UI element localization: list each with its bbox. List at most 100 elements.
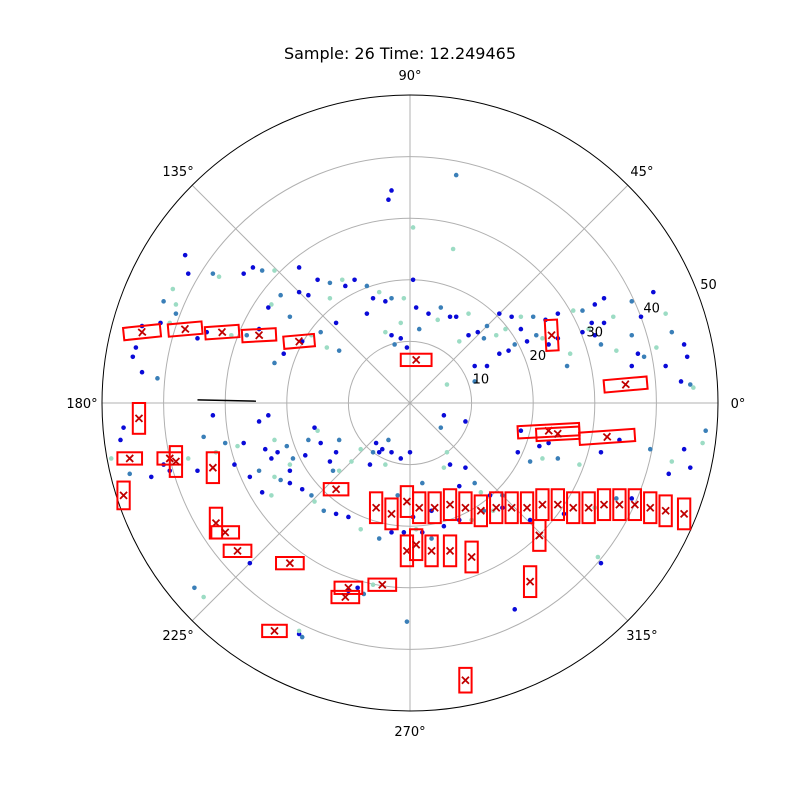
data-point [410,225,416,230]
data-point [663,311,668,316]
box-center-marker [208,463,218,472]
box-center-marker [476,506,485,515]
box-outline [168,445,184,478]
data-point [401,295,407,301]
data-point [339,277,345,283]
detection-box [205,451,221,485]
data-point [512,342,518,347]
box-center-marker [538,500,547,509]
box-outline [458,491,473,525]
box-outline [222,543,253,559]
box-center-marker [430,503,439,512]
data-point [192,585,197,591]
box-center-marker [445,546,455,555]
data-point [681,342,687,347]
box-outline [643,491,658,525]
data-point [299,486,305,492]
box-outline [602,375,649,394]
data-point [272,437,277,443]
data-point [389,295,394,301]
data-point [256,419,262,424]
box-outline [322,482,350,497]
data-point [281,351,287,357]
data-point [376,449,382,455]
detection-box [442,488,458,522]
box-outline [131,401,147,435]
data-point [278,477,283,483]
data-point [275,449,280,455]
grid-spoke [409,184,629,404]
data-point [266,305,271,310]
data-point [617,437,622,443]
data-point [309,493,314,498]
box-outline [368,491,384,525]
data-point [398,336,404,341]
data-point [287,314,293,320]
detection-box [581,491,596,525]
box-outline [658,494,673,528]
data-point [555,311,561,316]
box-outline [203,323,241,341]
data-point [598,449,604,455]
data-point [629,363,635,369]
data-point [296,628,302,634]
data-point [401,530,407,535]
theta-tick-label: 90° [398,69,421,84]
data-point [564,363,570,369]
detection-box [643,491,658,525]
data-point [567,351,573,357]
box-outline [427,491,442,525]
data-point [641,354,647,360]
data-point [681,446,687,452]
box-center-marker [387,509,396,519]
data-point [306,292,311,298]
data-point [503,326,508,332]
data-point [247,474,253,480]
heading-line [197,399,257,402]
box-center-marker [254,330,264,340]
box-outline [399,352,433,368]
data-point [540,456,545,461]
data-point [287,480,293,486]
data-point [666,471,672,477]
data-point [247,560,253,566]
data-point [527,459,533,464]
data-point [324,345,330,350]
box-center-marker [412,540,421,549]
data-point [398,320,404,326]
data-point [546,342,551,347]
box-outline [464,540,479,574]
box-outline [612,488,627,522]
box-center-marker [233,546,242,555]
data-point [441,523,447,529]
box-outline [442,534,458,568]
grid-spoke [191,184,411,404]
detection-box [330,589,361,605]
box-center-marker [679,509,689,519]
detection-box [473,494,488,528]
data-point [185,271,191,276]
box-center-marker [270,626,279,636]
data-point [678,379,684,384]
data-point [416,326,422,332]
data-point [386,437,391,443]
box-center-marker [180,324,190,334]
data-point [629,299,635,304]
detection-box [322,482,350,497]
data-point [614,496,619,501]
box-outline [261,623,288,639]
box-outline [424,534,439,568]
data-point [327,459,333,464]
detection-box [543,318,560,352]
data-point [635,351,641,357]
box-center-marker [615,500,624,509]
data-point [370,582,376,588]
data-point [130,354,136,360]
data-point [518,314,524,320]
data-point [367,462,373,467]
detection-box [282,332,317,350]
data-point [638,314,644,320]
data-point [629,496,635,501]
data-point [379,446,385,452]
box-outline [577,427,637,447]
